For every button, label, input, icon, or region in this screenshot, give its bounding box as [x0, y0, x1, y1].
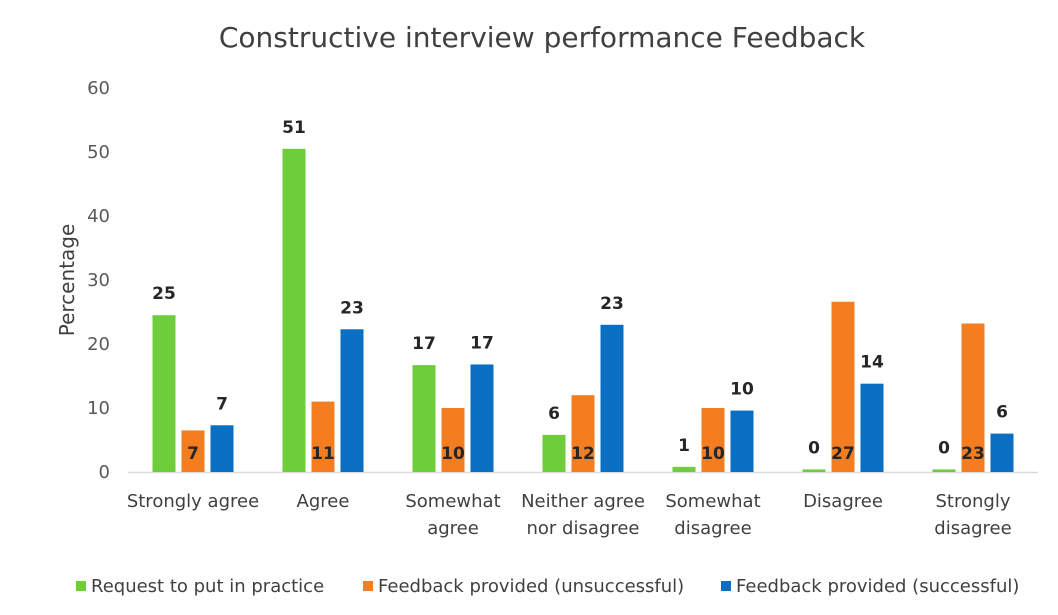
- bar-2: [701, 408, 725, 472]
- category-label: Somewhat: [405, 491, 500, 512]
- bars: [152, 148, 1014, 473]
- category-label: disagree: [674, 518, 751, 539]
- data-label: 51: [282, 118, 306, 138]
- category-label: Strongly: [936, 491, 1011, 512]
- data-label: 17: [412, 334, 436, 354]
- y-tick-label: 20: [87, 334, 110, 355]
- y-tick-label: 60: [87, 78, 110, 99]
- data-label: 0: [808, 438, 820, 458]
- category-label: Somewhat: [665, 491, 760, 512]
- y-tick-label: 40: [87, 206, 110, 227]
- data-labels: 25 7 7 51 11 23 17 10 17 6 12 23 1 10 10 0 27 14 0 23 6: [152, 118, 1008, 464]
- bar-1: [932, 469, 956, 472]
- data-label: 17: [470, 333, 494, 353]
- bar-3: [860, 383, 884, 472]
- data-label: 14: [860, 353, 884, 373]
- category-labels: Strongly agree Agree Somewhat agree Neither …: [127, 491, 1012, 539]
- legend-swatch: [721, 581, 731, 591]
- bar-3: [210, 425, 234, 472]
- legend-label: Feedback provided (successful): [736, 576, 1019, 597]
- data-label: 23: [600, 294, 624, 314]
- category-label: nor disagree: [527, 518, 640, 539]
- y-tick-label: 10: [87, 398, 110, 419]
- y-tick-label: 0: [99, 462, 110, 483]
- bar-2: [181, 430, 205, 472]
- y-axis-ticks: 0 10 20 30 40 50 60: [87, 78, 110, 483]
- data-label: 10: [701, 444, 725, 464]
- bar-2: [571, 395, 595, 472]
- legend-label: Feedback provided (unsuccessful): [378, 576, 684, 597]
- bar-2: [441, 408, 465, 472]
- chart-title: Constructive interview performance Feedb…: [219, 21, 866, 54]
- data-label: 10: [441, 444, 465, 464]
- category-label: Agree: [297, 491, 350, 512]
- bar-3: [340, 329, 364, 472]
- y-tick-label: 30: [87, 270, 110, 291]
- data-label: 6: [996, 403, 1008, 423]
- category-label: Neither agree: [521, 491, 645, 512]
- category-label: disagree: [934, 518, 1011, 539]
- bar-3: [470, 364, 494, 472]
- bar-1: [282, 148, 306, 473]
- legend-swatch: [363, 581, 373, 591]
- data-label: 11: [311, 444, 335, 464]
- bar-1: [412, 365, 436, 472]
- legend-swatch: [76, 581, 86, 591]
- bar-3: [730, 410, 754, 472]
- bar-1: [802, 469, 826, 472]
- bar-1: [152, 315, 176, 472]
- data-label: 27: [831, 444, 855, 464]
- y-tick-label: 50: [87, 142, 110, 163]
- data-label: 6: [548, 404, 560, 424]
- bar-1: [542, 434, 566, 472]
- y-axis-title: Percentage: [55, 224, 79, 337]
- data-label: 7: [216, 394, 228, 414]
- data-label: 25: [152, 284, 176, 304]
- data-label: 0: [938, 438, 950, 458]
- bar-1: [672, 466, 696, 472]
- data-label: 1: [678, 436, 690, 456]
- legend: Request to put in practice Feedback provi…: [76, 576, 1019, 597]
- bar-2: [961, 323, 985, 472]
- data-label: 7: [187, 444, 199, 464]
- data-label: 23: [340, 298, 364, 318]
- category-label: agree: [427, 518, 479, 539]
- data-label: 10: [730, 380, 754, 400]
- category-label: Disagree: [803, 491, 883, 512]
- bar-2: [831, 301, 855, 472]
- data-label: 12: [571, 444, 595, 464]
- data-label: 23: [961, 444, 985, 464]
- category-label: Strongly agree: [127, 491, 259, 512]
- legend-label: Request to put in practice: [91, 576, 324, 597]
- bar-2: [311, 401, 335, 472]
- bar-3: [990, 433, 1014, 472]
- bar-3: [600, 324, 624, 472]
